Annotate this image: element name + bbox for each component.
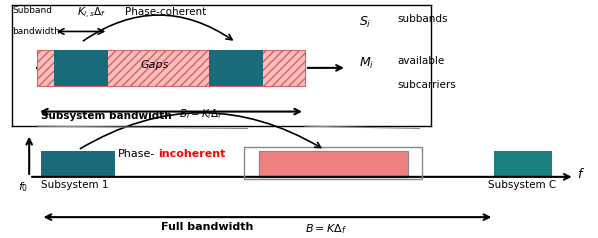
Text: $S_i$: $S_i$ xyxy=(359,15,372,30)
Bar xyxy=(41,151,115,177)
Text: $f$: $f$ xyxy=(578,167,585,181)
Text: bandwidth: bandwidth xyxy=(12,27,60,36)
Text: Full bandwidth: Full bandwidth xyxy=(161,223,254,233)
Bar xyxy=(494,151,551,177)
Bar xyxy=(37,50,305,86)
Text: available: available xyxy=(397,56,444,66)
Text: subbands: subbands xyxy=(397,15,447,25)
Bar xyxy=(209,50,263,86)
Text: $K_{i,s}\Delta_f$: $K_{i,s}\Delta_f$ xyxy=(77,6,106,21)
Text: Subband: Subband xyxy=(12,6,52,15)
Text: Subsystem C: Subsystem C xyxy=(489,180,557,190)
Text: $f_0$: $f_0$ xyxy=(18,180,28,194)
Text: $B = K\Delta_f$: $B = K\Delta_f$ xyxy=(305,223,347,236)
Text: incoherent: incoherent xyxy=(158,149,225,159)
Text: Subsystem bandwidth: Subsystem bandwidth xyxy=(41,111,172,121)
Text: subcarriers: subcarriers xyxy=(397,80,456,90)
Text: Phase-: Phase- xyxy=(118,149,155,159)
Bar xyxy=(54,50,108,86)
Text: $B_i = K_i\Delta_f$: $B_i = K_i\Delta_f$ xyxy=(179,108,224,121)
Text: Phase-coherent: Phase-coherent xyxy=(125,7,206,17)
Text: Gaps: Gaps xyxy=(140,60,169,70)
Text: Subsystem 1: Subsystem 1 xyxy=(41,180,108,190)
Bar xyxy=(259,151,408,177)
Text: $M_i$: $M_i$ xyxy=(359,56,374,71)
